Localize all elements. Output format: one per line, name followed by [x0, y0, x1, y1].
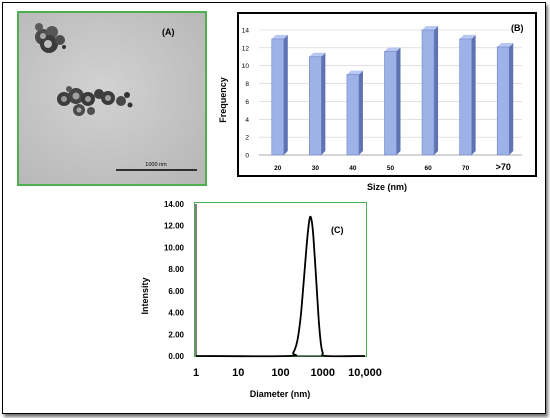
nanoparticle-cluster-top — [35, 23, 66, 53]
tem-micrograph: 1000 nm (A) — [19, 13, 205, 184]
scale-bar-label: 1000 nm — [145, 162, 167, 168]
panel-a-label: (A) — [162, 27, 175, 37]
nanoparticle-cluster-center — [57, 86, 133, 116]
tem-image-panel: 1000 nm (A) — [17, 11, 207, 186]
panel-b-frame — [237, 12, 537, 177]
panel-c-frame — [194, 202, 367, 357]
